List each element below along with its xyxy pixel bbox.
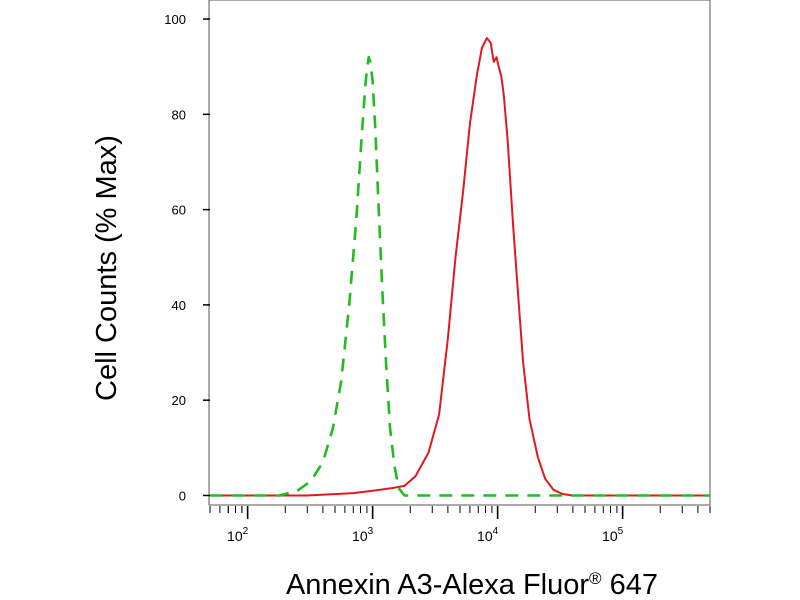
x-tick-label: 102 (227, 526, 249, 544)
y-tick-label: 100 (164, 12, 186, 27)
y-tick-label: 20 (172, 393, 186, 408)
x-axis: 102 103 104 105 (209, 506, 711, 544)
x-axis-title: Annexin A3-Alexa Fluor® 647 (286, 569, 658, 600)
y-axis: 0 20 40 60 80 100 (164, 12, 210, 503)
series-layer (210, 37, 710, 497)
x-tick-label: 103 (352, 526, 374, 544)
y-tick-label: 40 (172, 298, 186, 313)
x-tick-label: 105 (602, 526, 624, 544)
y-axis-title: Cell Counts (% Max) (91, 135, 123, 401)
y-tick-label: 60 (172, 203, 186, 218)
x-tick-label: 104 (477, 526, 499, 544)
plot-frame (208, 0, 711, 506)
y-tick-label: 80 (172, 107, 186, 122)
x-axis-title-main: Annexin A3-Alexa Fluor (286, 569, 589, 600)
x-axis-title-registered-mark: ® (589, 569, 602, 588)
y-tick-label: 0 (179, 488, 186, 503)
x-axis-title-suffix: 647 (602, 569, 658, 600)
sample-curve (210, 37, 710, 497)
control-curve (210, 55, 710, 497)
